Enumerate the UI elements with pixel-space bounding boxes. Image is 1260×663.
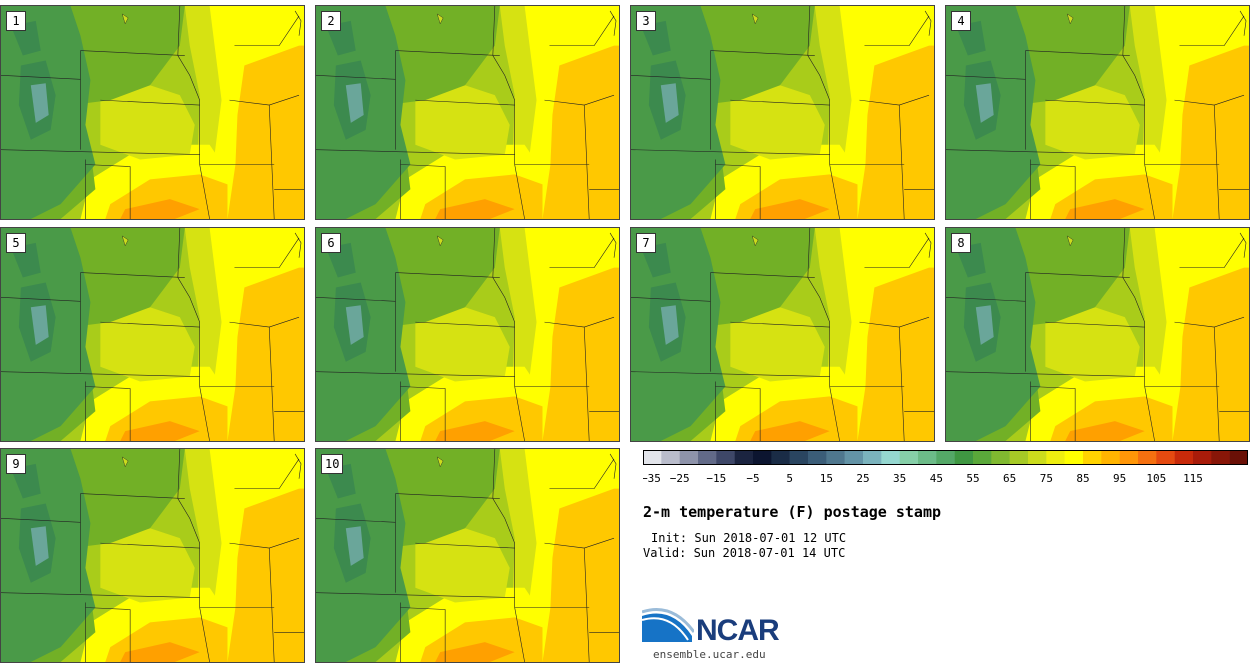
- member-label: 10: [321, 454, 344, 474]
- colorbar-swatch: [753, 450, 772, 464]
- member-label: 5: [6, 233, 26, 253]
- temperature-map: [631, 228, 934, 441]
- colorbar-swatch: [789, 450, 809, 464]
- colorbar-swatch: [679, 450, 699, 464]
- temperature-map: [946, 228, 1249, 441]
- ensemble-member-panel-2: 2: [315, 5, 620, 220]
- colorbar-swatch: [1119, 450, 1139, 464]
- temperature-map: [1, 228, 304, 441]
- ncar-wordmark: NCAR: [696, 614, 780, 647]
- ensemble-member-panel-9: 9: [0, 448, 305, 663]
- colorbar-swatch: [973, 450, 992, 464]
- colorbar-tick-label: 15: [820, 472, 833, 485]
- chart-title: 2-m temperature (F) postage stamp: [643, 503, 942, 521]
- colorbar-swatch: [899, 450, 919, 464]
- colorbar-swatch: [771, 450, 790, 464]
- colorbar-swatch: [863, 450, 882, 464]
- colorbar-swatch: [991, 450, 1010, 464]
- colorbar-swatch: [844, 450, 864, 464]
- colorbar-swatch: [1156, 450, 1175, 464]
- member-label: 4: [951, 11, 971, 31]
- temperature-map: [631, 6, 934, 219]
- colorbar-tick-label: 85: [1076, 472, 1089, 485]
- colorbar-swatch: [734, 450, 754, 464]
- member-label: 6: [321, 233, 341, 253]
- colorbar-swatch: [698, 450, 717, 464]
- colorbar-tick-label: 95: [1113, 472, 1126, 485]
- colorbar-swatch: [1101, 450, 1120, 464]
- ensemble-member-panel-3: 3: [630, 5, 935, 220]
- colorbar-swatch: [1193, 450, 1212, 464]
- colorbar-swatch: [1229, 450, 1248, 464]
- colorbar-swatch: [1174, 450, 1194, 464]
- colorbar-swatch: [954, 450, 974, 464]
- init-time: Init: Sun 2018-07-01 12 UTC: [651, 531, 847, 545]
- member-label: 8: [951, 233, 971, 253]
- ncar-swoosh-icon: [642, 608, 694, 642]
- member-label: 1: [6, 11, 26, 31]
- ensemble-member-panel-8: 8: [945, 227, 1250, 442]
- colorbar-swatch: [826, 450, 845, 464]
- colorbar-tick-label: 45: [930, 472, 943, 485]
- colorbar-swatch: [881, 450, 900, 464]
- colorbar-swatch: [1064, 450, 1084, 464]
- temperature-map: [1, 6, 304, 219]
- member-label: 2: [321, 11, 341, 31]
- colorbar-tick-label: 25: [856, 472, 869, 485]
- colorbar-swatch: [1009, 450, 1029, 464]
- temperature-map: [946, 6, 1249, 219]
- colorbar-swatch: [918, 450, 937, 464]
- colorbar-tick-label: 65: [1003, 472, 1016, 485]
- colorbar-tick-label: −15: [706, 472, 726, 485]
- ensemble-member-panel-7: 7: [630, 227, 935, 442]
- temperature-map: [316, 228, 619, 441]
- member-label: 7: [636, 233, 656, 253]
- ncar-logo: NCAR: [642, 604, 802, 652]
- colorbar-tick-label: 75: [1040, 472, 1053, 485]
- member-label: 3: [636, 11, 656, 31]
- temperature-map: [316, 6, 619, 219]
- colorbar-tick-label: 5: [786, 472, 793, 485]
- temperature-map: [1, 449, 304, 662]
- temperature-map: [316, 449, 619, 662]
- colorbar-tick-label: −25: [670, 472, 690, 485]
- ensemble-member-panel-1: 1: [0, 5, 305, 220]
- member-label: 9: [6, 454, 26, 474]
- colorbar-tick-label: 55: [966, 472, 979, 485]
- colorbar-swatch: [716, 450, 735, 464]
- colorbar-swatch: [661, 450, 680, 464]
- colorbar-tick-label: −5: [746, 472, 759, 485]
- colorbar-swatch: [1138, 450, 1157, 464]
- colorbar-swatch: [1028, 450, 1047, 464]
- colorbar-swatch: [643, 450, 662, 464]
- ensemble-url[interactable]: ensemble.ucar.edu: [653, 648, 766, 661]
- ensemble-member-panel-6: 6: [315, 227, 620, 442]
- valid-time: Valid: Sun 2018-07-01 14 UTC: [643, 546, 846, 560]
- colorbar-tick-label: 105: [1146, 472, 1166, 485]
- colorbar-tick-label: 115: [1183, 472, 1203, 485]
- ensemble-member-panel-5: 5: [0, 227, 305, 442]
- colorbar-tick-label: 35: [893, 472, 906, 485]
- colorbar-swatch: [1083, 450, 1102, 464]
- ensemble-member-panel-4: 4: [945, 5, 1250, 220]
- colorbar-swatch: [1046, 450, 1065, 464]
- colorbar-frame: [643, 450, 1248, 465]
- colorbar-swatch: [936, 450, 955, 464]
- colorbar-swatch: [1211, 450, 1230, 464]
- colorbar-swatch: [808, 450, 827, 464]
- ensemble-member-panel-10: 10: [315, 448, 620, 663]
- colorbar-tick-label: −35: [643, 472, 661, 485]
- temperature-colorbar: −35 −25 −15 −5 5 15 25 35 45 55 65 75 85 95 105 115: [643, 450, 1248, 485]
